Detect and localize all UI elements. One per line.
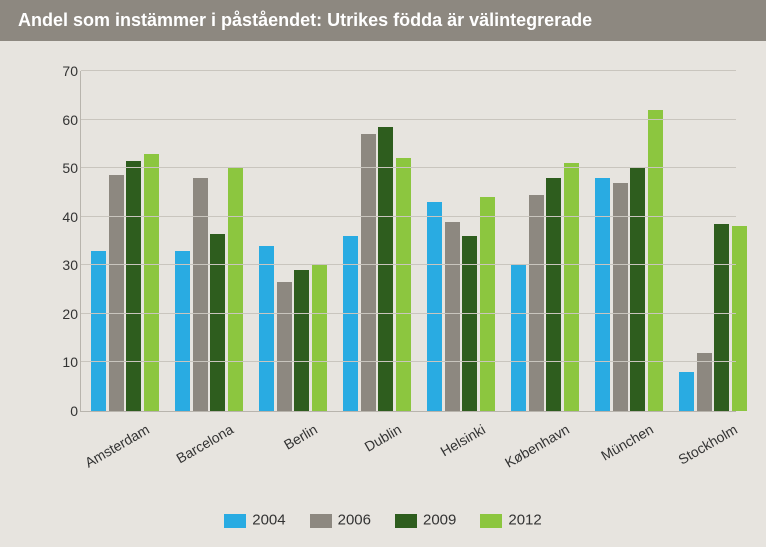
x-tick-label: Amsterdam xyxy=(75,421,152,475)
x-tick-label: Dublin xyxy=(327,421,404,475)
bars-layer xyxy=(81,71,736,411)
gridline xyxy=(81,264,736,265)
legend-label: 2012 xyxy=(508,512,541,529)
y-tick-label: 40 xyxy=(50,209,78,225)
x-tick-label: København xyxy=(495,421,572,475)
legend-swatch xyxy=(310,514,332,528)
bar xyxy=(630,168,645,411)
y-tick-label: 60 xyxy=(50,112,78,128)
plot-area xyxy=(80,71,736,412)
bar xyxy=(564,163,579,411)
bar xyxy=(529,195,544,411)
bar xyxy=(714,224,729,411)
legend-swatch xyxy=(224,514,246,528)
gridline xyxy=(81,119,736,120)
legend-swatch xyxy=(395,514,417,528)
y-tick-label: 50 xyxy=(50,160,78,176)
bar xyxy=(343,236,358,411)
bar xyxy=(361,134,376,411)
y-tick-label: 10 xyxy=(50,354,78,370)
gridline xyxy=(81,70,736,71)
bar xyxy=(462,236,477,411)
x-tick-label: Helsinki xyxy=(411,421,488,475)
x-tick-label: Barcelona xyxy=(159,421,236,475)
bar xyxy=(259,246,274,411)
gridline xyxy=(81,361,736,362)
gridline xyxy=(81,167,736,168)
legend-swatch xyxy=(480,514,502,528)
bar xyxy=(511,265,526,411)
y-tick-label: 30 xyxy=(50,257,78,273)
bar xyxy=(193,178,208,411)
chart-title: Andel som instämmer i påståendet: Utrike… xyxy=(0,0,766,41)
bar xyxy=(175,251,190,411)
x-tick-label: München xyxy=(579,421,656,475)
bar xyxy=(144,154,159,411)
legend-item: 2012 xyxy=(480,511,541,529)
bar xyxy=(445,222,460,411)
legend-label: 2009 xyxy=(423,512,456,529)
bar xyxy=(427,202,442,411)
bar xyxy=(648,110,663,411)
x-tick-label: Stockholm xyxy=(663,421,740,475)
bar xyxy=(595,178,610,411)
bar xyxy=(91,251,106,411)
gridline xyxy=(81,216,736,217)
legend-item: 2006 xyxy=(310,511,371,529)
y-tick-label: 20 xyxy=(50,306,78,322)
bar xyxy=(210,234,225,411)
bar xyxy=(613,183,628,411)
legend-label: 2006 xyxy=(338,512,371,529)
bar xyxy=(480,197,495,411)
bar xyxy=(277,282,292,411)
bar xyxy=(228,168,243,411)
bar xyxy=(378,127,393,411)
chart-container: Andel som instämmer i påståendet: Utrike… xyxy=(0,0,766,547)
gridline xyxy=(81,313,736,314)
x-tick-label: Berlin xyxy=(243,421,320,475)
bar xyxy=(294,270,309,411)
legend: 2004 2006 2009 2012 xyxy=(0,511,766,529)
y-tick-label: 70 xyxy=(50,63,78,79)
bar xyxy=(126,161,141,411)
bar xyxy=(312,265,327,411)
legend-item: 2009 xyxy=(395,511,456,529)
bar xyxy=(679,372,694,411)
bar xyxy=(546,178,561,411)
y-tick-label: 0 xyxy=(50,403,78,419)
bar xyxy=(109,175,124,411)
legend-label: 2004 xyxy=(252,512,285,529)
legend-item: 2004 xyxy=(224,511,285,529)
chart-area: 010203040506070 AmsterdamBarcelonaBerlin… xyxy=(50,61,736,431)
bar xyxy=(732,226,747,411)
bar xyxy=(396,158,411,411)
